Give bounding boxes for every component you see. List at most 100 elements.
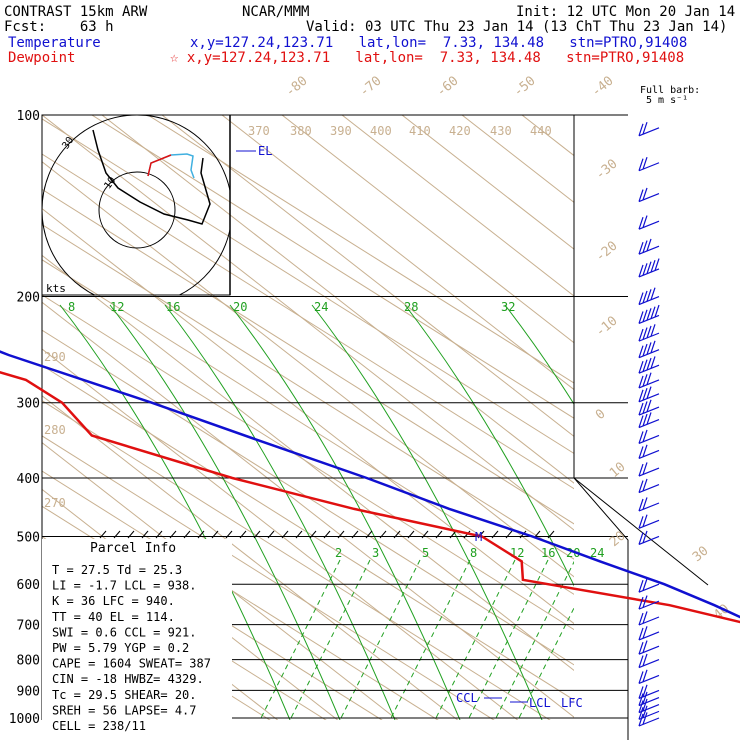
wind-barb-flag	[642, 413, 648, 427]
theta-label: 280	[44, 423, 66, 437]
parcel-info-row: CAPE = 1604 SWEAT= 387	[52, 657, 211, 671]
mixing-ratio-line	[109, 304, 341, 720]
wind-barb-staff	[638, 295, 660, 306]
wind-barb	[638, 121, 660, 137]
wind-barb-flag	[638, 707, 644, 720]
melting-level-hatch	[421, 530, 429, 539]
wind-barb-staff	[638, 162, 660, 172]
mixing-ratio-line	[229, 304, 461, 720]
wind-barb	[638, 399, 660, 416]
wind-barb-flag	[642, 514, 648, 527]
wind-barb	[638, 712, 660, 727]
wind-barb-staff	[638, 393, 660, 403]
mixing-ratio-line	[59, 304, 291, 720]
melting-level-hatch	[99, 530, 107, 539]
wind-barb-flag	[642, 388, 648, 401]
wind-barb-flag	[642, 240, 648, 253]
el-label: EL	[258, 144, 272, 158]
dewpoint-station-info: ☆ x,y=127.24,123.71 lat,lon= 7.33, 134.4…	[170, 50, 685, 66]
parcel-info-row: T = 27.5 Td = 25.3	[52, 563, 182, 577]
wind-barb-staff	[638, 583, 660, 593]
parcel-info-row: SWI = 0.6 CCL = 921.	[52, 625, 197, 639]
wind-barb-flag	[646, 325, 652, 339]
wind-barb-flag	[642, 578, 648, 591]
isotherm-line	[91, 115, 574, 419]
wind-barb-flag	[638, 446, 644, 459]
wind-barb-flag	[646, 238, 652, 252]
dry-adiabat-line	[42, 254, 574, 671]
wind-barb	[638, 444, 660, 460]
melting-level-hatch	[141, 530, 149, 539]
wind-barb-flag	[638, 463, 644, 477]
wind-barb-flag	[654, 304, 660, 318]
theta-label: 370	[248, 124, 270, 138]
melting-level-hatch	[393, 530, 401, 539]
mixing-ratio-label: 20	[233, 300, 247, 314]
temperature-station-info: x,y=127.24,123.71 lat,lon= 7.33, 134.48 …	[190, 35, 688, 51]
parcel-info-row: CELL = 238/11	[52, 719, 146, 733]
isotherm-label: -10	[593, 313, 621, 340]
mixing-ratio-label: 2	[335, 546, 342, 560]
wind-barb-staff	[638, 600, 660, 610]
isotherm-label: -60	[434, 73, 462, 100]
wind-barb-flag	[642, 121, 648, 135]
wind-barb-staff	[638, 434, 660, 445]
dewpoint-profile	[0, 370, 740, 624]
model-title: CONTRAST 15km ARW	[4, 4, 148, 20]
pressure-tick-label: 200	[17, 291, 40, 306]
mixing-ratio-dashed-line	[434, 559, 516, 720]
wind-barb	[638, 478, 660, 494]
isotherm-label: -30	[593, 156, 621, 183]
wind-barb-flag	[638, 402, 644, 416]
wind-barb	[638, 578, 660, 593]
wind-barb-flag	[638, 580, 644, 593]
wind-barb-flag	[642, 611, 648, 624]
melting-level-hatch	[323, 530, 331, 539]
mixing-ratio-label: 8	[470, 546, 477, 560]
wind-barb-flag	[638, 264, 644, 278]
mixing-ratio-label: 24	[590, 546, 604, 560]
theta-label: 270	[44, 496, 66, 510]
wind-barb-staff	[638, 449, 660, 460]
wind-barb-staff	[638, 314, 660, 325]
wind-barb-staff	[638, 631, 660, 641]
hodograph-ring-inner	[98, 171, 176, 249]
mixing-ratio-label: 5	[422, 546, 429, 560]
melting-level-hatch	[295, 530, 303, 539]
mixing-ratio-dashed-line	[467, 559, 549, 720]
theta-label: 400	[370, 124, 392, 138]
wind-barb-flag	[638, 311, 644, 324]
wind-barb	[638, 340, 660, 359]
hodograph-trace-upper	[92, 129, 211, 225]
wind-barb-staff	[638, 220, 660, 230]
parcel-info-panel	[42, 539, 232, 720]
wind-barb-flag	[638, 241, 644, 255]
wind-barb-flag	[642, 712, 648, 725]
mixing-ratio-dashed-line	[339, 559, 421, 720]
wind-barb	[638, 514, 660, 529]
dry-adiabat-line	[42, 441, 398, 720]
dry-adiabat-line	[221, 115, 574, 391]
hodograph-rings	[42, 115, 230, 295]
wind-barb	[638, 462, 660, 477]
mixing-ratio-label: 16	[166, 300, 180, 314]
wind-barb-flag	[642, 691, 648, 705]
pressure-tick-label: 400	[17, 472, 40, 487]
parcel-info-row: CIN = -18 HWBZ= 4329.	[52, 672, 204, 686]
melting-level-hatch	[239, 530, 247, 539]
dry-adiabat-line	[281, 115, 574, 344]
wind-barb-flag	[642, 705, 648, 718]
temperature-profile	[0, 350, 740, 619]
wind-barb-flag	[642, 653, 648, 667]
barb-legend-line1: Full barb:	[640, 85, 701, 96]
parcel-info-row: LI = -1.7 LCL = 938.	[52, 579, 197, 593]
melting-label: M	[475, 530, 482, 544]
wind-barb-flag	[638, 700, 644, 713]
wind-barb-staff	[638, 645, 660, 655]
wind-barb-staff	[638, 127, 660, 137]
lfc-label: LFC	[561, 696, 583, 710]
parcel-info-row: K = 36 LFC = 940.	[52, 594, 175, 608]
wind-barb-staff	[638, 674, 660, 684]
wind-barb	[638, 215, 660, 230]
